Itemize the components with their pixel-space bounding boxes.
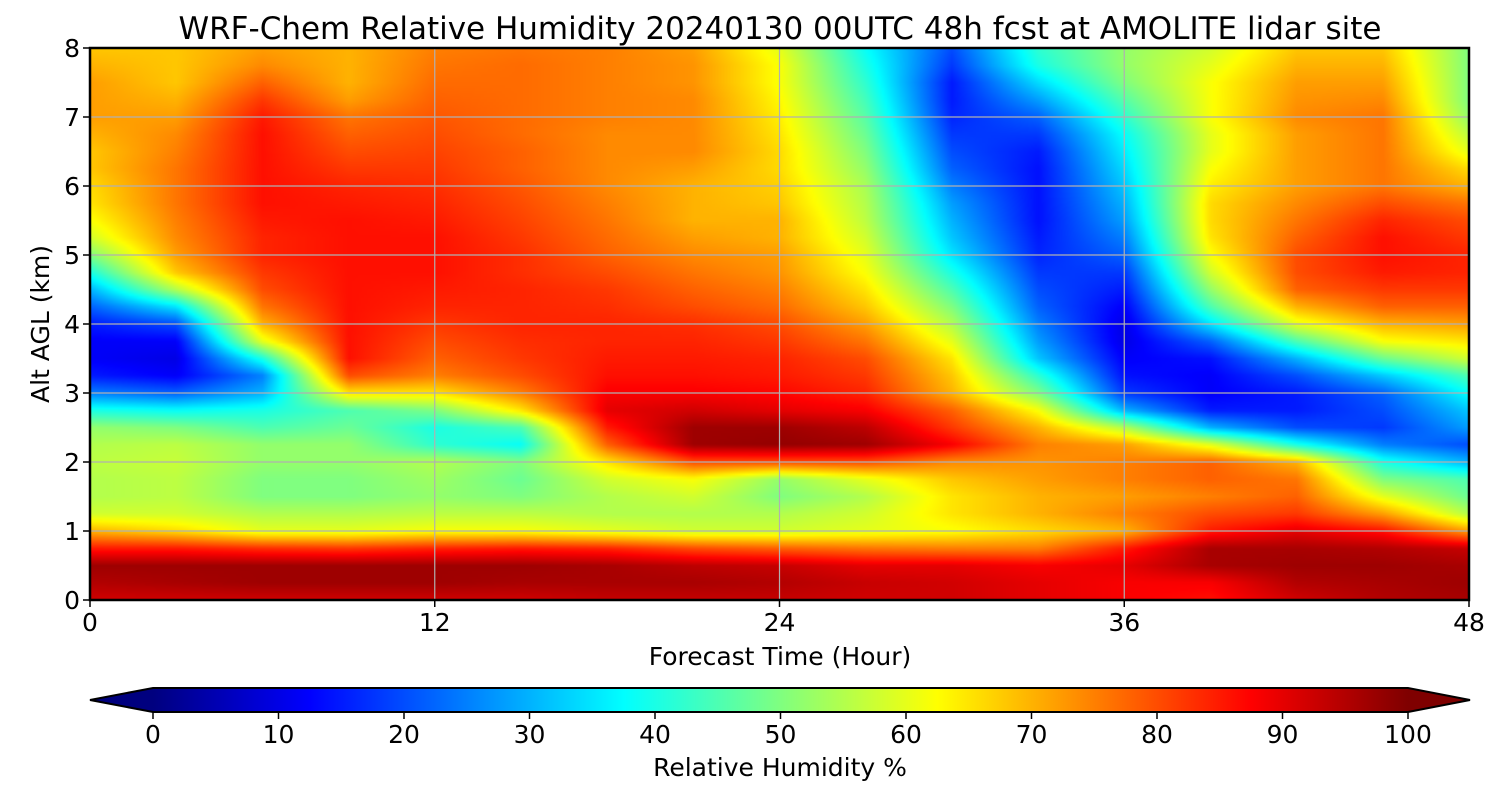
x-axis-ticks: 0 12 24 36 48: [82, 600, 1485, 637]
colorbar-tick-label: 80: [1141, 720, 1173, 749]
y-tick-label: 6: [64, 172, 80, 201]
y-axis-label: Alt AGL (km): [26, 245, 55, 403]
y-tick-label: 1: [64, 517, 80, 546]
y-tick-label: 8: [64, 34, 80, 63]
colorbar-tick-label: 90: [1267, 720, 1299, 749]
chart-title: WRF-Chem Relative Humidity 20240130 00UT…: [178, 11, 1381, 47]
x-tick-label: 12: [419, 608, 451, 637]
colorbar: 0 10 20 30 40 50 60 70 80 90 100 Relative Humidity…: [89, 687, 1471, 782]
colorbar-extend-min: [90, 688, 153, 712]
x-tick-label: 36: [1108, 608, 1140, 637]
colorbar-tick-label: 100: [1384, 720, 1432, 749]
colorbar-extend-max: [1408, 688, 1470, 712]
colorbar-tick-label: 70: [1016, 720, 1048, 749]
colorbar-tick-label: 60: [890, 720, 922, 749]
colorbar-tick-label: 0: [145, 720, 161, 749]
y-tick-label: 4: [64, 310, 80, 339]
colorbar-tick-label: 20: [388, 720, 420, 749]
y-tick-label: 2: [64, 448, 80, 477]
colorbar-ticks: 0 10 20 30 40 50 60 70 80 90 100: [145, 712, 1432, 749]
x-axis-label: Forecast Time (Hour): [649, 642, 912, 671]
x-tick-label: 48: [1453, 608, 1485, 637]
y-tick-label: 7: [64, 103, 80, 132]
colorbar-tick-label: 30: [514, 720, 546, 749]
y-tick-label: 0: [64, 586, 80, 615]
y-tick-label: 5: [64, 241, 80, 270]
colorbar-tick-label: 10: [263, 720, 295, 749]
colorbar-label: Relative Humidity %: [653, 753, 907, 782]
x-tick-label: 24: [764, 608, 796, 637]
y-axis-ticks: 0 1 2 3 4 5 6 7 8: [64, 34, 90, 615]
x-tick-label: 0: [82, 608, 98, 637]
y-tick-label: 3: [64, 379, 80, 408]
colorbar-tick-label: 40: [639, 720, 671, 749]
colorbar-body: [153, 688, 1408, 712]
colorbar-tick-label: 50: [765, 720, 797, 749]
